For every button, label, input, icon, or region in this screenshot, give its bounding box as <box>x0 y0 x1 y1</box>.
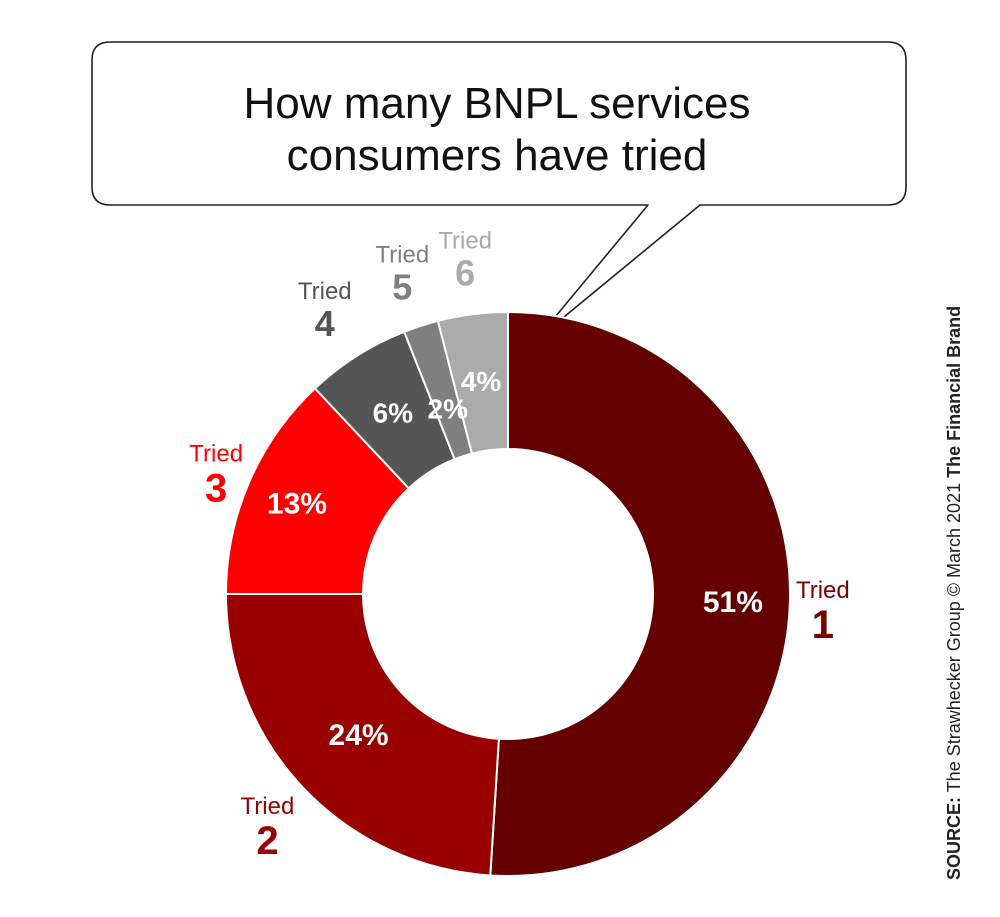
category-label-number-5: 5 <box>392 266 412 307</box>
value-label-tried-3: 13% <box>267 487 327 520</box>
slice-tried-1 <box>489 310 791 877</box>
source-note: SOURCE: The Strawhecker Group © March 20… <box>944 306 964 880</box>
category-label-word-5: Tried <box>375 242 429 269</box>
callout-bubble <box>91 41 907 341</box>
category-label-word-2: Tried <box>241 793 295 820</box>
value-label-tried-4: 6% <box>373 398 414 429</box>
category-label-word-4: Tried <box>298 278 352 305</box>
chart-title-line-1: How many BNPL services <box>244 79 751 128</box>
source-brand: The Financial Brand <box>944 306 964 478</box>
slices-group <box>224 310 791 877</box>
source-text: The Strawhecker Group © March 2021 <box>944 478 964 797</box>
category-label-word-1: Tried <box>796 577 850 604</box>
category-label-word-6: Tried <box>438 228 492 255</box>
category-label-number-3: 3 <box>205 467 227 511</box>
chart-title-line-2: consumers have tried <box>287 131 708 180</box>
category-label-number-6: 6 <box>455 252 475 293</box>
slice-tried-2 <box>224 593 500 877</box>
title-callout: How many BNPL services consumers have tr… <box>91 41 907 341</box>
value-label-tried-5: 2% <box>428 394 469 425</box>
slice-tried-6 <box>436 310 509 455</box>
value-label-tried-6: 4% <box>461 366 502 397</box>
value-labels-group: 51% 24% 13% 6% 2%4% <box>267 366 763 752</box>
value-label-tried-2: 24% <box>329 719 389 752</box>
category-label-number-4: 4 <box>315 303 335 344</box>
value-label-tried-1: 51% <box>703 586 763 619</box>
category-label-number-1: 1 <box>812 603 834 647</box>
category-label-word-3: Tried <box>189 441 243 468</box>
category-label-number-2: 2 <box>256 819 278 863</box>
source-prefix: SOURCE: <box>944 797 964 880</box>
